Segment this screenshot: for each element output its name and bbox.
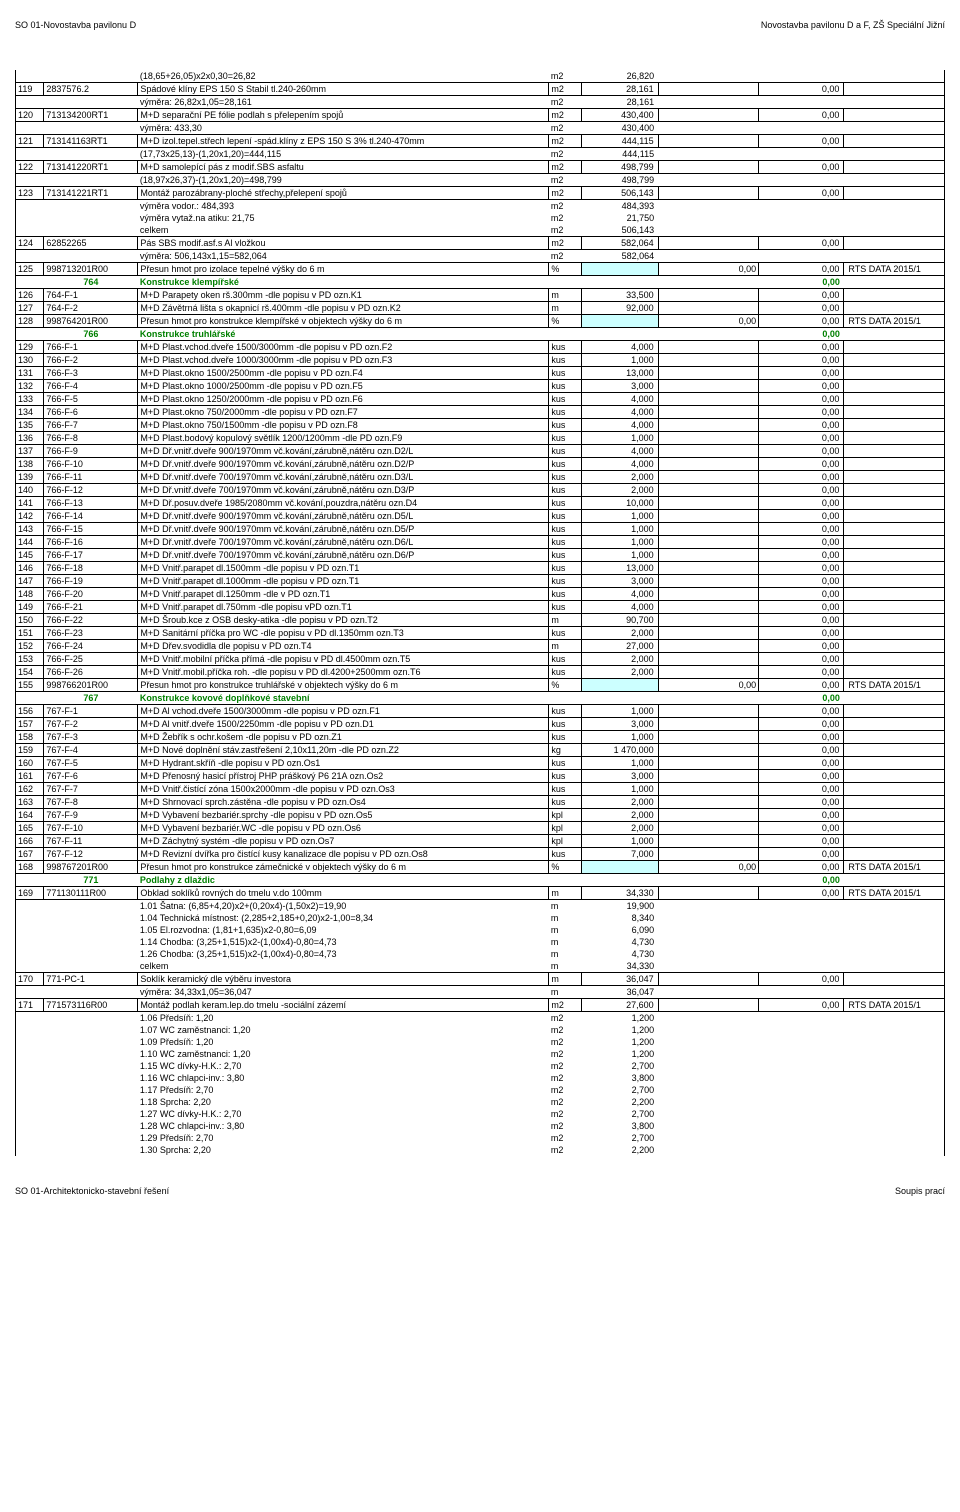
table-row: 159767-F-4M+D Nové doplnění stáv.zastřeš…: [16, 744, 945, 757]
table-row: 146766-F-18M+D Vnitř.parapet dl.1500mm -…: [16, 562, 945, 575]
table-row: 120713134200RT1M+D separační PE fólie po…: [16, 109, 945, 122]
table-row: 767Konstrukce kovové doplňkové stavební0…: [16, 692, 945, 705]
table-row: výměra: 433,30m2430,400: [16, 122, 945, 135]
table-row: 1192837576.2Spádové klíny EPS 150 S Stab…: [16, 83, 945, 96]
table-row: 127764-F-2M+D Závětrná lišta s okapnicí …: [16, 302, 945, 315]
table-row: 134766-F-6M+D Plast.okno 750/2000mm -dle…: [16, 406, 945, 419]
table-row: 156767-F-1M+D Al vchod.dveře 1500/3000mm…: [16, 705, 945, 718]
table-row: 130766-F-2M+D Plast.vchod.dveře 1000/300…: [16, 354, 945, 367]
table-row: 1.06 Předsíň: 1,20m21,200: [16, 1012, 945, 1025]
table-row: 1.04 Technická místnost: (2,285+2,185+0,…: [16, 912, 945, 924]
table-row: 164767-F-9M+D Vybavení bezbariér.sprchy …: [16, 809, 945, 822]
table-row: 125998713201R00Přesun hmot pro izolace t…: [16, 263, 945, 276]
table-row: 771Podlahy z dlaždic0,00: [16, 874, 945, 887]
table-row: 151766-F-23M+D Sanitární příčka pro WC -…: [16, 627, 945, 640]
table-row: výměra vodor.: 484,393m2484,393: [16, 200, 945, 213]
table-row: 1.15 WC dívky-H.K.: 2,70m22,700: [16, 1060, 945, 1072]
table-row: 144766-F-16M+D Dř.vnitř.dveře 700/1970mm…: [16, 536, 945, 549]
table-row: 145766-F-17M+D Dř.vnitř.dveře 700/1970mm…: [16, 549, 945, 562]
table-row: 1.28 WC chlapci-inv.: 3,80m23,800: [16, 1120, 945, 1132]
table-row: 1.26 Chodba: (3,25+1,515)x2-(1,00x4)-0,8…: [16, 948, 945, 960]
table-row: 123713141221RT1Montáž parozábrany-ploché…: [16, 187, 945, 200]
table-row: 121713141163RT1M+D izol.tepel.střech lep…: [16, 135, 945, 148]
table-row: 764Konstrukce klempířské0,00: [16, 276, 945, 289]
table-row: 163767-F-8M+D Shrnovací sprch.zástěna -d…: [16, 796, 945, 809]
table-row: 1.29 Předsíň: 2,70m22,700: [16, 1132, 945, 1144]
page-footer: SO 01-Architektonicko-stavební řešení So…: [15, 1186, 945, 1196]
table-row: 162767-F-7M+D Vnitř.čistící zóna 1500x20…: [16, 783, 945, 796]
table-row: 158767-F-3M+D Žebřík s ochr.košem -dle p…: [16, 731, 945, 744]
table-row: výměra: 34,33x1,05=36,047m36,047: [16, 986, 945, 999]
table-row: 143766-F-15M+D Dř.vnitř.dveře 900/1970mm…: [16, 523, 945, 536]
table-row: (18,65+26,05)x2x0,30=26,82m226,820: [16, 70, 945, 83]
table-row: výměra vytaž.na atiku: 21,75m221,750: [16, 212, 945, 224]
table-row: 152766-F-24M+D Dřev.svodidla dle popisu …: [16, 640, 945, 653]
table-row: 168998767201R00Přesun hmot pro konstrukc…: [16, 861, 945, 874]
table-row: 154766-F-26M+D Vnitř.mobil.příčka roh. -…: [16, 666, 945, 679]
table-row: výměra: 26,82x1,05=28,161m228,161: [16, 96, 945, 109]
bill-of-quantities-table: (18,65+26,05)x2x0,30=26,82m226,820119283…: [15, 70, 945, 1156]
footer-right: Soupis prací: [895, 1186, 945, 1196]
table-row: 149766-F-21M+D Vnitř.parapet dl.750mm -d…: [16, 601, 945, 614]
table-row: 165767-F-10M+D Vybavení bezbariér.WC -dl…: [16, 822, 945, 835]
table-row: 766Konstrukce truhlářské0,00: [16, 328, 945, 341]
table-row: 1.30 Sprcha: 2,20m22,200: [16, 1144, 945, 1156]
table-row: celkemm34,330: [16, 960, 945, 973]
table-row: 142766-F-14M+D Dř.vnitř.dveře 900/1970mm…: [16, 510, 945, 523]
table-row: 137766-F-9M+D Dř.vnitř.dveře 900/1970mm …: [16, 445, 945, 458]
table-row: 135766-F-7M+D Plast.okno 750/1500mm -dle…: [16, 419, 945, 432]
table-row: 139766-F-11M+D Dř.vnitř.dveře 700/1970mm…: [16, 471, 945, 484]
table-row: 131766-F-3M+D Plast.okno 1500/2500mm -dl…: [16, 367, 945, 380]
table-row: 157767-F-2M+D Al vnitř.dveře 1500/2250mm…: [16, 718, 945, 731]
table-row: (17,73x25,13)-(1,20x1,20)=444,115m2444,1…: [16, 148, 945, 161]
table-row: 1.05 El.rozvodna: (1,81+1,635)x2-0,80=6,…: [16, 924, 945, 936]
table-row: výměra: 506,143x1,15=582,064m2582,064: [16, 250, 945, 263]
header-left: SO 01-Novostavba pavilonu D: [15, 20, 136, 30]
table-row: 126764-F-1M+D Parapety oken rš.300mm -dl…: [16, 289, 945, 302]
table-row: 171771573116R00Montáž podlah keram.lep.d…: [16, 999, 945, 1012]
table-row: 147766-F-19M+D Vnitř.parapet dl.1000mm -…: [16, 575, 945, 588]
table-row: 12462852265Pás SBS modif.asf.s Al vložko…: [16, 237, 945, 250]
table-row: 161767-F-6M+D Přenosný hasicí přístroj P…: [16, 770, 945, 783]
header-right: Novostavba pavilonu D a F, ZŠ Speciální …: [761, 20, 945, 30]
table-row: 122713141220RT1M+D samolepící pás z modi…: [16, 161, 945, 174]
table-row: 128998764201R00Přesun hmot pro konstrukc…: [16, 315, 945, 328]
table-row: 1.17 Předsíň: 2,70m22,700: [16, 1084, 945, 1096]
table-row: 170771-PC-1Soklík keramický dle výběru i…: [16, 973, 945, 986]
table-row: 169771130111R00Obklad soklíků rovných do…: [16, 887, 945, 900]
footer-left: SO 01-Architektonicko-stavební řešení: [15, 1186, 169, 1196]
table-row: 153766-F-25M+D Vnitř.mobilní příčka přím…: [16, 653, 945, 666]
table-row: 1.18 Sprcha: 2,20m22,200: [16, 1096, 945, 1108]
table-row: 166767-F-11M+D Záchytný systém -dle popi…: [16, 835, 945, 848]
table-row: 155998766201R00Přesun hmot pro konstrukc…: [16, 679, 945, 692]
table-row: 1.09 Předsíň: 1,20m21,200: [16, 1036, 945, 1048]
table-row: 1.01 Šatna: (6,85+4,20)x2+(0,20x4)-(1,50…: [16, 900, 945, 913]
table-row: 1.16 WC chlapci-inv.: 3,80m23,800: [16, 1072, 945, 1084]
table-row: 1.07 WC zaměstnanci: 1,20m21,200: [16, 1024, 945, 1036]
table-row: 140766-F-12M+D Dř.vnitř.dveře 700/1970mm…: [16, 484, 945, 497]
table-row: 129766-F-1M+D Plast.vchod.dveře 1500/300…: [16, 341, 945, 354]
table-row: 1.27 WC dívky-H.K.: 2,70m22,700: [16, 1108, 945, 1120]
table-row: 132766-F-4M+D Plast.okno 1000/2500mm -dl…: [16, 380, 945, 393]
table-row: 138766-F-10M+D Dř.vnitř.dveře 900/1970mm…: [16, 458, 945, 471]
table-row: 133766-F-5M+D Plast.okno 1250/2000mm -dl…: [16, 393, 945, 406]
table-row: 1.10 WC zaměstnanci: 1,20m21,200: [16, 1048, 945, 1060]
table-row: 160767-F-5M+D Hydrant.skříň -dle popisu …: [16, 757, 945, 770]
table-row: 1.14 Chodba: (3,25+1,515)x2-(1,00x4)-0,8…: [16, 936, 945, 948]
table-row: 167767-F-12M+D Revizní dvířka pro čistíc…: [16, 848, 945, 861]
table-row: (18,97x26,37)-(1,20x1,20)=498,799m2498,7…: [16, 174, 945, 187]
table-row: 150766-F-22M+D Šroub.kce z OSB desky-ati…: [16, 614, 945, 627]
table-row: 136766-F-8M+D Plast.bodový kopulový svět…: [16, 432, 945, 445]
table-row: 148766-F-20M+D Vnitř.parapet dl.1250mm -…: [16, 588, 945, 601]
table-row: 141766-F-13M+D Dř.posuv.dveře 1985/2080m…: [16, 497, 945, 510]
page-header: SO 01-Novostavba pavilonu D Novostavba p…: [15, 20, 945, 30]
table-row: celkemm2506,143: [16, 224, 945, 237]
